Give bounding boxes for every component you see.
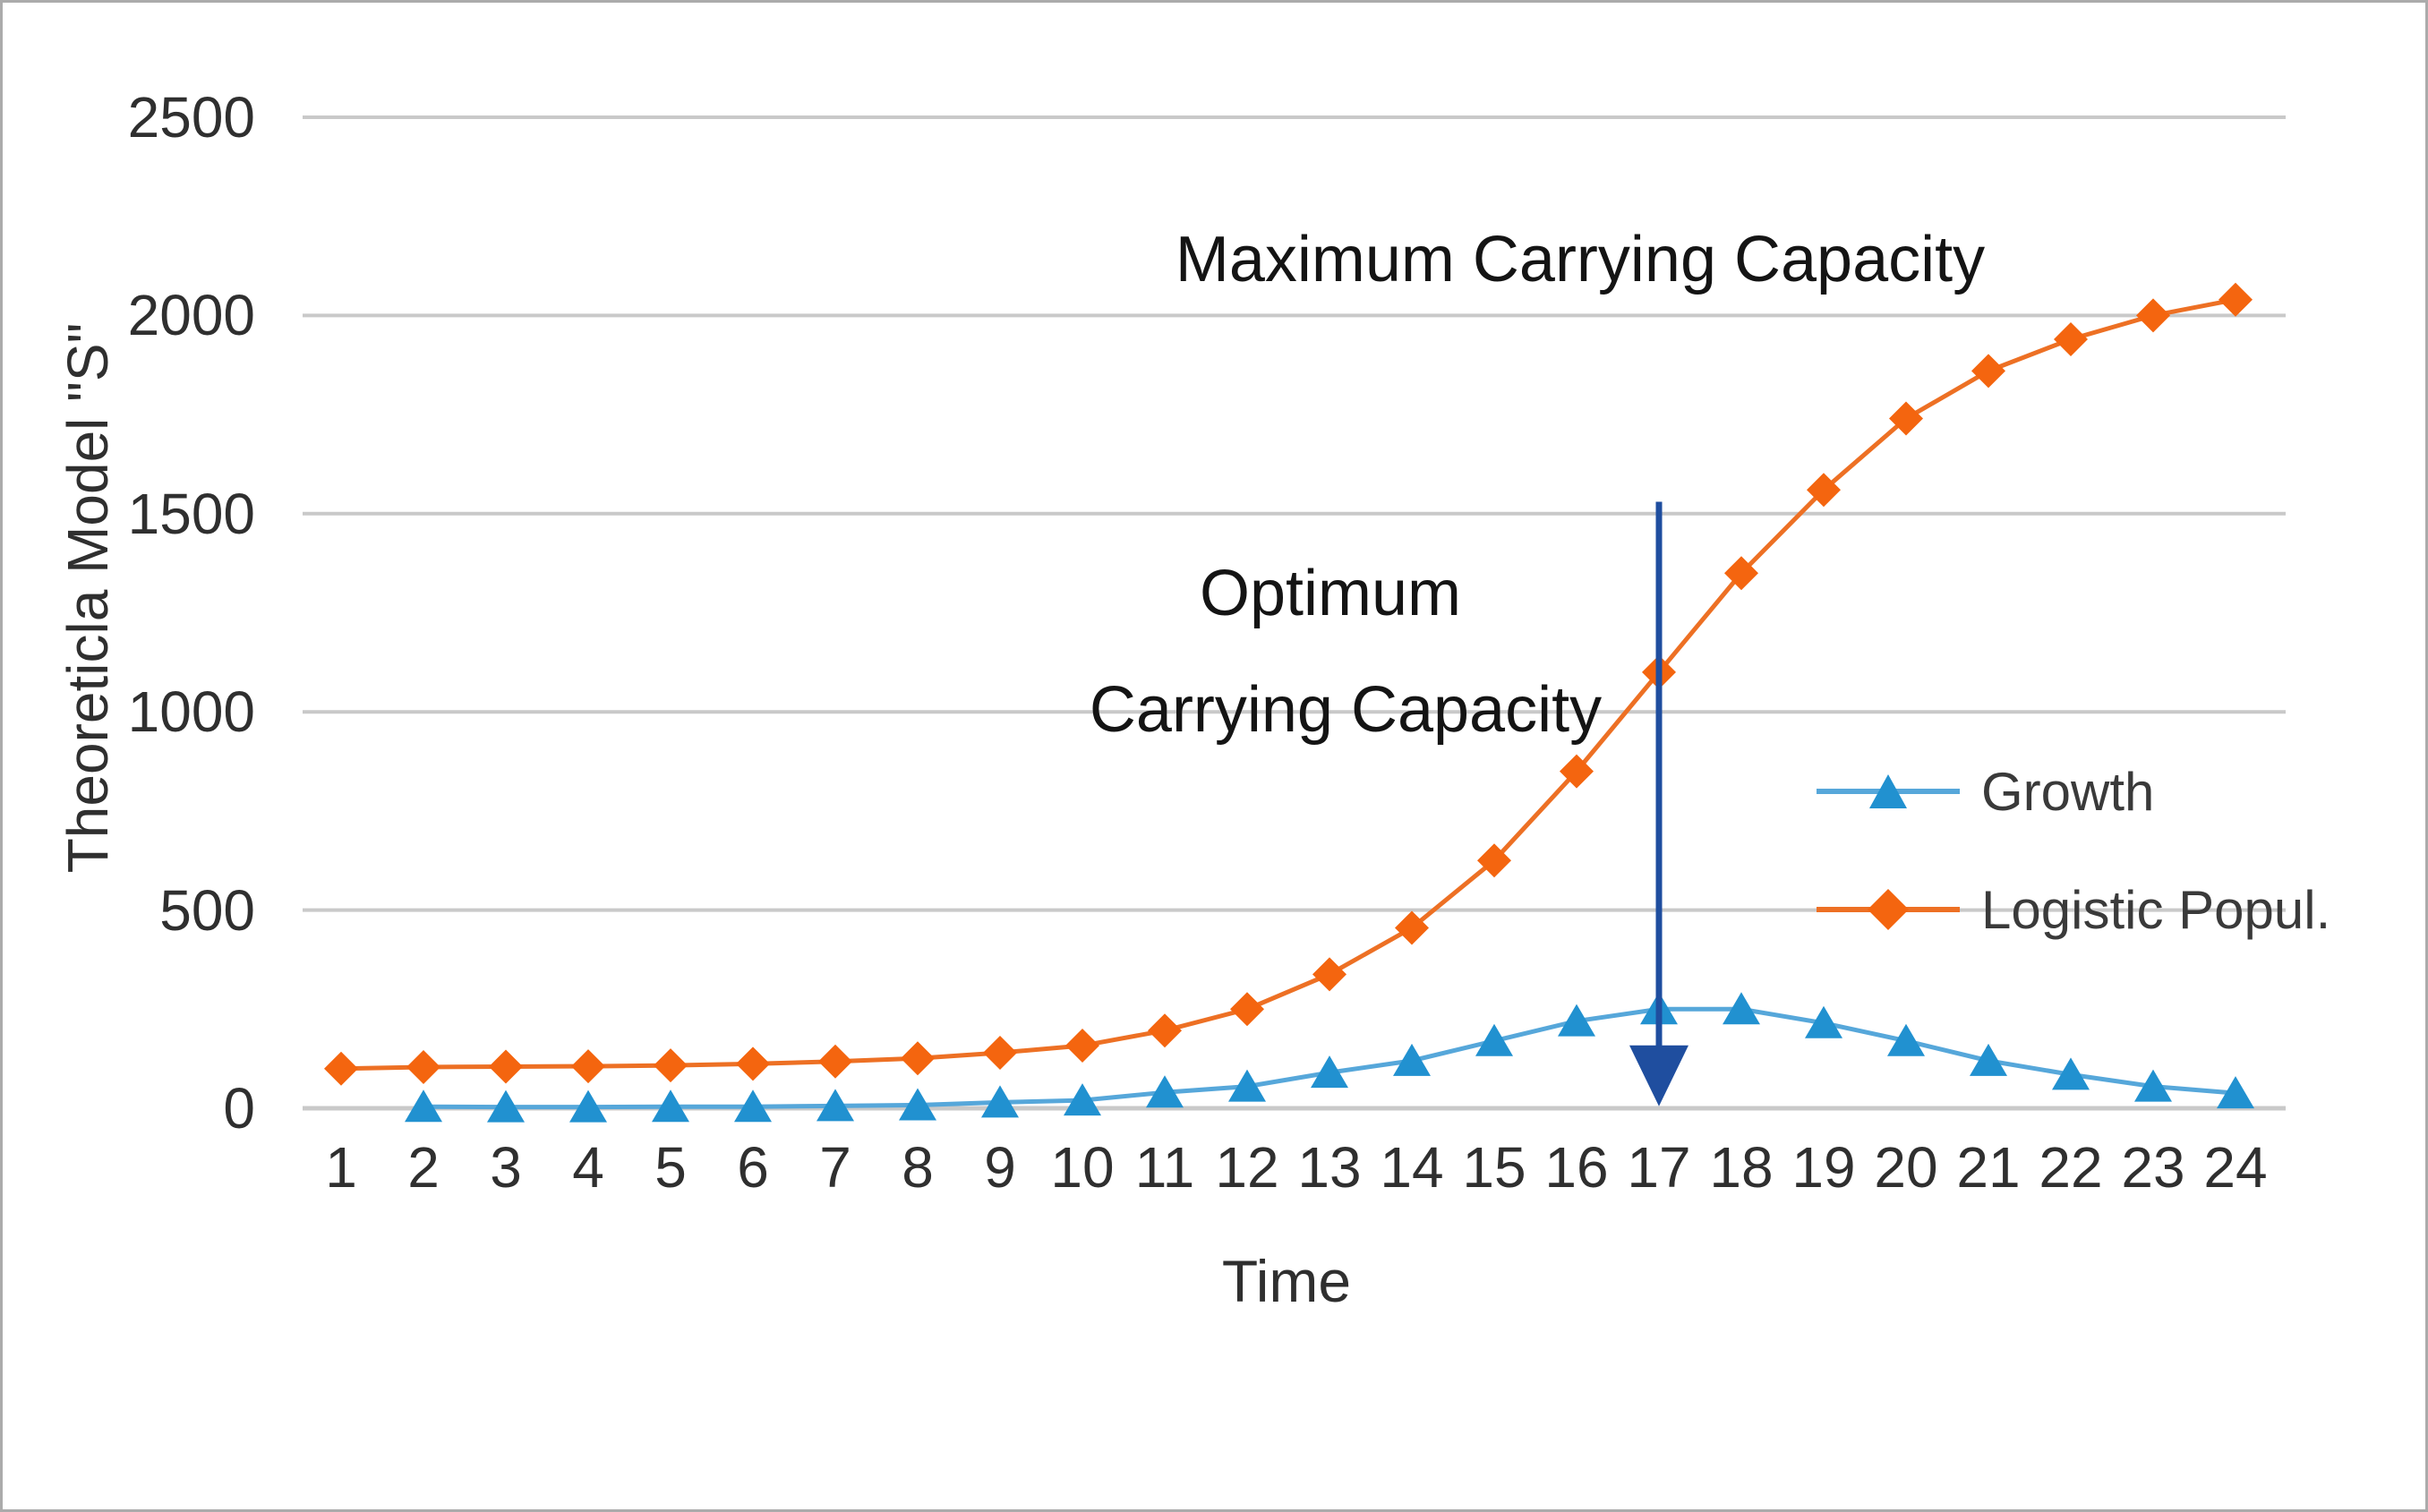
x-tick-label: 9 bbox=[984, 1135, 1016, 1200]
x-tick-label: 22 bbox=[2039, 1135, 2103, 1200]
triangle-up-data-marker bbox=[1558, 1004, 1595, 1037]
legend-label-logistic: Logistic Popul. bbox=[1981, 879, 2331, 940]
x-tick-label: 16 bbox=[1544, 1135, 1609, 1200]
x-tick-label: 14 bbox=[1380, 1135, 1444, 1200]
triangle-up-data-marker bbox=[734, 1089, 772, 1123]
triangle-up-data-marker bbox=[487, 1089, 525, 1123]
diamond-data-marker bbox=[654, 1048, 688, 1083]
x-tick-label: 20 bbox=[1874, 1135, 1938, 1200]
x-tick-label: 2 bbox=[407, 1135, 440, 1200]
x-tick-label: 7 bbox=[819, 1135, 851, 1200]
triangle-up-data-marker bbox=[2134, 1069, 2172, 1102]
diamond-data-marker bbox=[1971, 354, 2005, 389]
x-tick-label: 17 bbox=[1627, 1135, 1691, 1200]
x-tick-label: 18 bbox=[1709, 1135, 1774, 1200]
x-axis-title: Time bbox=[1221, 1248, 1352, 1314]
triangle-up-data-marker bbox=[1887, 1023, 1925, 1056]
diamond-data-marker bbox=[901, 1041, 935, 1076]
triangle-up-data-marker bbox=[1311, 1055, 1348, 1089]
diamond-data-marker bbox=[1230, 992, 1264, 1027]
legend-item-logistic: Logistic Popul. bbox=[1813, 869, 2330, 950]
x-tick-label: 10 bbox=[1050, 1135, 1115, 1200]
triangle-up-data-marker bbox=[1805, 1005, 1842, 1038]
annotation-optimum-line2: Carrying Capacity bbox=[1089, 674, 1603, 746]
triangle-up-data-marker bbox=[899, 1088, 936, 1121]
diamond-data-marker bbox=[2136, 298, 2170, 333]
diamond-data-marker bbox=[736, 1046, 770, 1081]
triangle-up-data-marker bbox=[981, 1085, 1019, 1118]
y-tick-label: 2500 bbox=[127, 85, 255, 149]
x-tick-label: 8 bbox=[902, 1135, 934, 1200]
legend-item-growth: Growth bbox=[1813, 751, 2330, 832]
logistic-legend-marker-icon bbox=[1817, 889, 1960, 930]
x-tick-label: 11 bbox=[1134, 1135, 1195, 1200]
diamond-data-marker bbox=[983, 1036, 1017, 1071]
x-tick-label: 19 bbox=[1791, 1135, 1856, 1200]
triangle-up-data-marker bbox=[2217, 1076, 2254, 1109]
x-tick-label: 23 bbox=[2121, 1135, 2185, 1200]
diamond-data-marker bbox=[406, 1049, 440, 1084]
triangle-up-data-marker bbox=[816, 1089, 854, 1122]
x-tick-label: 6 bbox=[737, 1135, 769, 1200]
triangle-up-data-marker bbox=[569, 1089, 607, 1123]
diamond-data-marker bbox=[324, 1051, 358, 1086]
diamond-data-marker bbox=[1065, 1029, 1099, 1064]
diamond-data-marker bbox=[1807, 473, 1841, 508]
y-axis-title: Theoreticla Model "S" bbox=[56, 322, 120, 874]
diamond-data-marker bbox=[2054, 321, 2088, 356]
y-tick-label: 1000 bbox=[127, 679, 255, 745]
triangle-up-data-marker bbox=[405, 1089, 442, 1123]
triangle-up-data-marker bbox=[1146, 1075, 1184, 1108]
diamond-data-marker bbox=[1148, 1013, 1182, 1048]
y-tick-label: 1500 bbox=[127, 481, 255, 546]
diamond-data-marker bbox=[1889, 401, 1923, 436]
triangle-up-data-marker bbox=[1393, 1043, 1431, 1076]
diamond-data-marker bbox=[2219, 282, 2253, 317]
diamond-data-marker bbox=[1312, 957, 1347, 992]
diamond-data-marker bbox=[1395, 910, 1429, 945]
x-tick-label: 3 bbox=[490, 1135, 522, 1200]
y-tick-label: 2000 bbox=[127, 283, 255, 348]
diamond-data-marker bbox=[571, 1049, 605, 1084]
x-tick-label: 5 bbox=[654, 1135, 687, 1200]
diamond-data-marker bbox=[818, 1044, 852, 1079]
x-tick-label: 13 bbox=[1297, 1135, 1362, 1200]
x-tick-label: 1 bbox=[325, 1135, 357, 1200]
annotation-maximum-carrying-capacity: Maximum Carrying Capacity bbox=[1175, 224, 1986, 295]
x-tick-label: 15 bbox=[1462, 1135, 1526, 1200]
growth-legend-marker-icon bbox=[1817, 774, 1960, 808]
x-tick-label: 12 bbox=[1215, 1135, 1279, 1200]
diamond-data-marker bbox=[1724, 556, 1758, 591]
diamond-data-marker bbox=[489, 1049, 523, 1084]
optimum-arrow-head-icon bbox=[1629, 1045, 1688, 1106]
annotation-optimum-line1: Optimum bbox=[1199, 558, 1462, 629]
x-tick-label: 4 bbox=[572, 1135, 604, 1200]
diamond-data-marker bbox=[1560, 754, 1594, 789]
x-tick-label: 21 bbox=[1956, 1135, 2021, 1200]
y-tick-label: 500 bbox=[159, 877, 255, 943]
y-tick-label: 0 bbox=[223, 1076, 255, 1140]
legend-label-growth: Growth bbox=[1981, 761, 2155, 822]
triangle-up-data-marker bbox=[1064, 1083, 1101, 1116]
triangle-up-data-marker bbox=[652, 1089, 689, 1123]
plot-area bbox=[303, 115, 2286, 1123]
diamond-data-marker bbox=[1477, 843, 1511, 878]
triangle-up-data-marker bbox=[1228, 1069, 1266, 1102]
legend: Growth Logistic Popul. bbox=[1813, 751, 2330, 987]
triangle-up-data-marker bbox=[1475, 1023, 1513, 1056]
triangle-up-data-marker bbox=[1723, 992, 1760, 1025]
triangle-up-data-marker bbox=[1970, 1043, 2007, 1076]
triangle-up-data-marker bbox=[2052, 1057, 2090, 1090]
x-tick-label: 24 bbox=[2203, 1135, 2268, 1200]
